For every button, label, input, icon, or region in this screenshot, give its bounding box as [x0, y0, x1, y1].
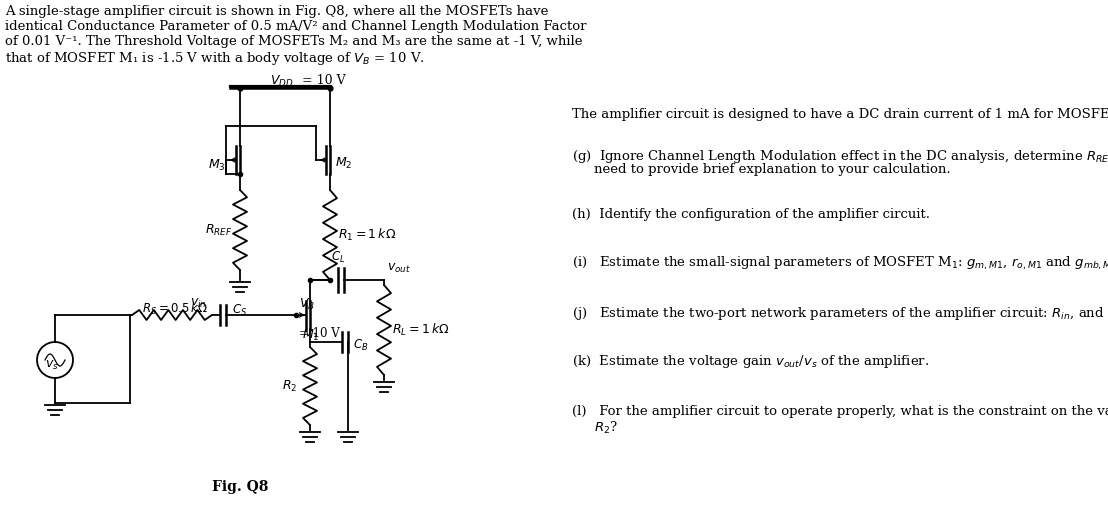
Text: $R_1 = 1\,k\Omega$: $R_1 = 1\,k\Omega$: [338, 227, 397, 243]
Text: (j)   Estimate the two-port network parameters of the amplifier circuit: $R_{in}: (j) Estimate the two-port network parame…: [572, 305, 1108, 322]
Text: (i)   Estimate the small-signal parameters of MOSFET M$_1$: $g_{m,M1}$, $r_{o,M1: (i) Estimate the small-signal parameters…: [572, 255, 1108, 272]
Text: $V_{DD}$: $V_{DD}$: [270, 74, 294, 89]
Text: $C_B$: $C_B$: [353, 337, 368, 353]
Text: $V_B$: $V_B$: [299, 297, 315, 312]
Text: = 10 V: = 10 V: [302, 74, 346, 87]
Text: $v_s$: $v_s$: [45, 358, 59, 371]
Text: $R_2$?: $R_2$?: [594, 420, 618, 436]
Text: need to provide brief explanation to your calculation.: need to provide brief explanation to you…: [594, 163, 951, 176]
Text: of 0.01 V⁻¹. The Threshold Voltage of MOSFETs M₂ and M₃ are the same at -1 V, wh: of 0.01 V⁻¹. The Threshold Voltage of MO…: [6, 35, 583, 48]
Text: that of MOSFET M₁ is -1.5 V with a body voltage of $V_B$ = 10 V.: that of MOSFET M₁ is -1.5 V with a body …: [6, 50, 424, 67]
Text: (k)  Estimate the voltage gain $v_{out}$/$v_s$ of the amplifier.: (k) Estimate the voltage gain $v_{out}$/…: [572, 353, 930, 370]
Text: $R_{REF}$: $R_{REF}$: [205, 222, 233, 238]
Text: identical Conductance Parameter of 0.5 mA/V² and Channel Length Modulation Facto: identical Conductance Parameter of 0.5 m…: [6, 20, 586, 33]
Text: $C_L$: $C_L$: [331, 250, 346, 265]
Text: $R_2$: $R_2$: [283, 379, 297, 393]
Text: A single-stage amplifier circuit is shown in Fig. Q8, where all the MOSFETs have: A single-stage amplifier circuit is show…: [6, 5, 548, 18]
Text: $v_{in}$: $v_{in}$: [189, 297, 207, 310]
Text: $R_L = 1\,k\Omega$: $R_L = 1\,k\Omega$: [392, 322, 450, 338]
Text: (g)  Ignore Channel Length Modulation effect in the DC analysis, determine $R_{R: (g) Ignore Channel Length Modulation eff…: [572, 148, 1108, 165]
Text: $M_1$: $M_1$: [302, 328, 319, 342]
Text: (l)   For the amplifier circuit to operate properly, what is the constraint on t: (l) For the amplifier circuit to operate…: [572, 405, 1108, 418]
Text: Fig. Q8: Fig. Q8: [212, 480, 268, 494]
Text: The amplifier circuit is designed to have a DC drain current of 1 mA for MOSFET : The amplifier circuit is designed to hav…: [572, 108, 1108, 121]
Text: = 10 V: = 10 V: [299, 327, 340, 340]
Text: $C_S$: $C_S$: [232, 303, 247, 318]
Text: $v_{out}$: $v_{out}$: [387, 262, 411, 275]
Text: $R_S = 0.5\,k\Omega$: $R_S = 0.5\,k\Omega$: [142, 301, 208, 317]
Text: $M_3$: $M_3$: [208, 157, 226, 173]
Text: (h)  Identify the configuration of the amplifier circuit.: (h) Identify the configuration of the am…: [572, 208, 930, 221]
Text: $M_2$: $M_2$: [335, 155, 352, 171]
